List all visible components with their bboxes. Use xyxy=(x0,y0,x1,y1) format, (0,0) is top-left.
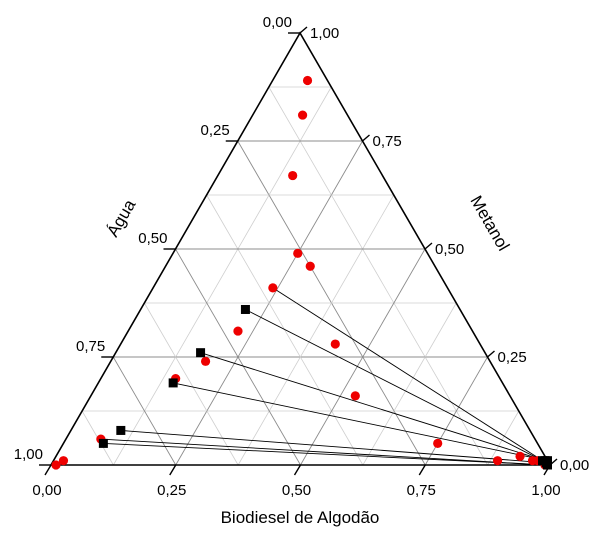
tick-mark-right xyxy=(487,350,495,358)
data-point-circle xyxy=(233,326,243,336)
tick-label-right: 0,25 xyxy=(498,349,527,366)
tick-label-right: 0,00 xyxy=(560,457,589,474)
tick-label-right: 1,00 xyxy=(310,25,339,42)
tie-line xyxy=(120,429,547,464)
data-point-circle xyxy=(305,261,315,271)
grid-line-biodiesel xyxy=(237,194,395,466)
data-point-circle xyxy=(58,456,69,466)
data-point-square xyxy=(196,348,206,358)
tick-label-bottom: 0,00 xyxy=(32,482,61,499)
tick-label-left: 0,00 xyxy=(263,14,292,31)
tick-mark-bottom xyxy=(418,464,426,476)
axis-title-left: Água xyxy=(103,196,140,240)
tick-mark-right xyxy=(424,242,433,250)
data-point-circle xyxy=(330,339,340,349)
tick-layer: 0,00 0,00 0,00 0,25 0,25 0,25 0,50 0,50 0,50 0,75… xyxy=(14,14,589,499)
point-layer xyxy=(51,75,553,470)
data-point-circle xyxy=(288,170,298,181)
data-point-square xyxy=(98,438,108,448)
tie-line xyxy=(103,442,548,466)
tie-line xyxy=(272,287,543,462)
data-point-circle xyxy=(515,451,525,461)
data-point-circle xyxy=(293,248,303,258)
data-point-circle xyxy=(51,460,61,470)
data-point-circle xyxy=(268,283,278,293)
tick-label-bottom: 0,50 xyxy=(282,482,311,499)
tie-line xyxy=(100,438,546,466)
tie-line xyxy=(245,309,543,462)
data-point-square xyxy=(240,304,250,314)
data-point-square xyxy=(116,425,126,435)
tick-mark-bottom xyxy=(293,464,302,476)
grid-line-agua xyxy=(112,356,177,466)
data-point-circle xyxy=(302,75,313,86)
tick-label-left: 0,75 xyxy=(76,338,105,355)
tick-label-left: 0,25 xyxy=(201,122,230,139)
data-point-circle xyxy=(433,438,443,448)
axis-title-bottom: Biodiesel de Algodão xyxy=(221,508,380,527)
axis-title-right: Metanol xyxy=(466,192,513,254)
tick-label-left: 1,00 xyxy=(14,446,43,463)
grid-line-biodiesel xyxy=(362,302,457,466)
tick-mark-right xyxy=(362,134,370,142)
grid-line-biodiesel xyxy=(487,410,520,466)
tick-mark-right xyxy=(299,26,308,34)
data-point-square xyxy=(168,378,178,388)
data-point-circle xyxy=(350,391,360,401)
tick-mark-bottom xyxy=(44,464,52,476)
grid-layer xyxy=(81,86,520,466)
tie-line-layer xyxy=(100,287,548,466)
data-point-circle xyxy=(297,110,308,120)
tick-label-bottom: 0,25 xyxy=(157,482,186,499)
tick-label-right: 0,50 xyxy=(435,241,464,258)
tick-label-bottom: 0,75 xyxy=(407,482,436,499)
grid-line-agua xyxy=(175,248,301,466)
grid-line-agua xyxy=(144,302,239,466)
tie-line xyxy=(200,352,546,462)
data-point-circle xyxy=(493,456,503,466)
tie-line xyxy=(173,382,548,462)
tick-label-left: 0,50 xyxy=(138,230,167,247)
tick-mark-bottom xyxy=(169,464,177,476)
grid-line-biodiesel xyxy=(300,248,426,466)
data-point-square xyxy=(543,456,552,466)
data-point-circle xyxy=(200,356,211,366)
tick-label-right: 0,75 xyxy=(373,133,402,150)
tick-label-bottom: 1,00 xyxy=(531,482,560,499)
grid-line-biodiesel xyxy=(113,86,332,466)
grid-line-agua xyxy=(206,194,364,466)
